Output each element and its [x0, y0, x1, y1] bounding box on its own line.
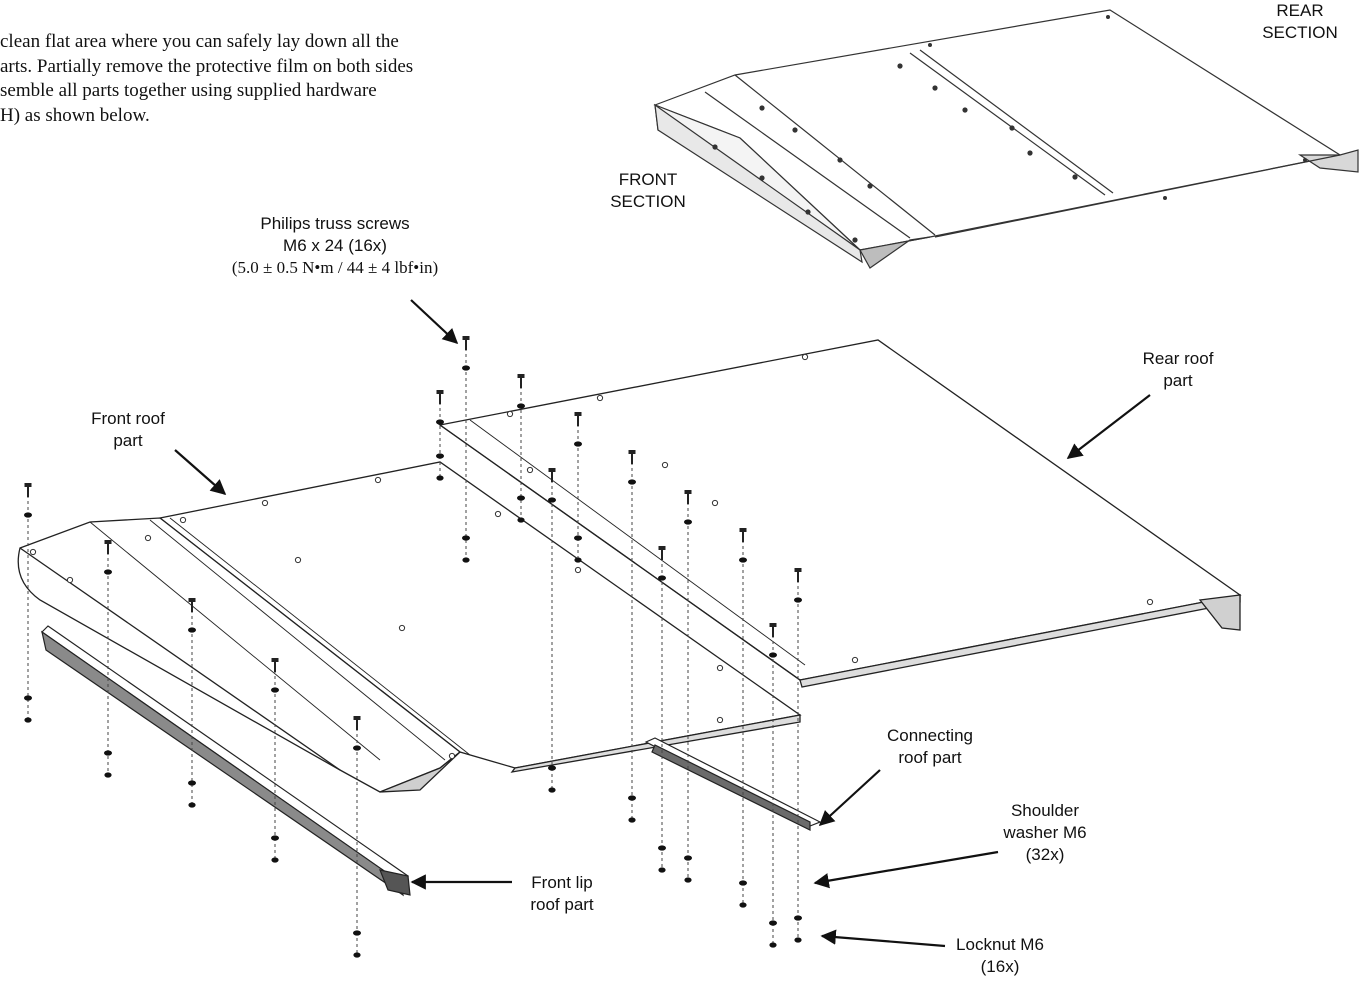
screws-label: Philips truss screws M6 x 24 (16x) (5.0 … — [231, 214, 439, 277]
shoulder-washer — [794, 915, 802, 921]
screw-head — [574, 412, 582, 416]
screw-head — [658, 546, 666, 550]
shoulder-washer — [104, 750, 112, 756]
fasteners — [24, 336, 802, 958]
shoulder-washer — [104, 569, 112, 575]
front-roof-label: Front roof part — [91, 409, 165, 450]
shoulder-washer — [548, 765, 556, 771]
instruction-line: H) as shown below. — [0, 104, 150, 126]
screw-head — [739, 528, 747, 532]
locknut — [24, 717, 32, 723]
shoulder-washer-label: Shoulder washer M6 (32x) — [1003, 801, 1087, 864]
locknut — [462, 557, 470, 563]
screw-head — [628, 450, 636, 454]
shoulder-washer — [684, 855, 692, 861]
instruction-text: clean flat area where you can safely lay… — [0, 30, 560, 128]
screw-head — [104, 540, 112, 544]
shoulder-washer — [628, 795, 636, 801]
instruction-line: clean flat area where you can safely lay… — [0, 31, 399, 52]
shoulder-washer — [271, 835, 279, 841]
shoulder-washer — [658, 575, 666, 581]
locknut — [548, 787, 556, 793]
shoulder-washer — [739, 880, 747, 886]
screw-head — [684, 490, 692, 494]
shoulder-washer — [436, 419, 444, 425]
shoulder-washer — [188, 780, 196, 786]
shoulder-washer — [24, 695, 32, 701]
locknut — [628, 817, 636, 823]
screw-head — [271, 658, 279, 662]
shoulder-washer — [436, 453, 444, 459]
shoulder-washer — [24, 512, 32, 518]
overview-assembled-roof — [653, 9, 1359, 269]
rear-section-label: REAR SECTION — [1262, 1, 1338, 42]
locknut-label: Locknut M6 (16x) — [956, 935, 1044, 976]
locknut — [769, 942, 777, 948]
locknut — [658, 867, 666, 873]
shoulder-washer — [574, 441, 582, 447]
instruction-line: arts. Partially remove the protective fi… — [0, 55, 414, 77]
shoulder-washer — [658, 845, 666, 851]
locknut — [436, 475, 444, 481]
screw-head — [436, 390, 444, 394]
screw-head — [24, 483, 32, 487]
screw-head — [353, 716, 361, 720]
shoulder-washer — [739, 557, 747, 563]
locknut — [517, 517, 525, 523]
shoulder-washer — [353, 745, 361, 751]
leader-arrows — [174, 299, 1151, 948]
rear-roof-label: Rear roof part — [1142, 349, 1214, 390]
screw-head — [769, 623, 777, 627]
shoulder-washer — [188, 627, 196, 633]
shoulder-washer — [271, 687, 279, 693]
locknut — [739, 902, 747, 908]
shoulder-washer — [517, 495, 525, 501]
front-lip-label: Front lip roof part — [530, 873, 594, 914]
connecting-roof-part — [644, 737, 822, 831]
locknut — [794, 937, 802, 943]
locknut — [188, 802, 196, 808]
front-roof-part — [17, 461, 802, 793]
shoulder-washer — [353, 930, 361, 936]
locknut — [574, 557, 582, 563]
screw-head — [188, 598, 196, 602]
shoulder-washer — [769, 920, 777, 926]
shoulder-washer — [462, 535, 470, 541]
connecting-roof-label: Connecting roof part — [886, 726, 973, 767]
locknut — [353, 952, 361, 958]
front-lip-roof-part — [41, 625, 411, 897]
screw-head — [462, 336, 470, 340]
screw-head — [548, 468, 556, 472]
shoulder-washer — [769, 652, 777, 658]
shoulder-washer — [548, 497, 556, 503]
front-section-label: FRONT SECTION — [610, 170, 686, 211]
shoulder-washer — [574, 535, 582, 541]
rear-roof-part — [438, 339, 1242, 688]
locknut — [684, 877, 692, 883]
locknut — [271, 857, 279, 863]
screw-head — [517, 374, 525, 378]
shoulder-washer — [517, 403, 525, 409]
locknut — [104, 772, 112, 778]
instruction-line: semble all parts together using supplied… — [0, 80, 377, 101]
shoulder-washer — [794, 597, 802, 603]
shoulder-washer — [628, 479, 636, 485]
screw-head — [794, 568, 802, 572]
shoulder-washer — [684, 519, 692, 525]
shoulder-washer — [462, 365, 470, 371]
overview-screw-holes — [712, 15, 1307, 243]
